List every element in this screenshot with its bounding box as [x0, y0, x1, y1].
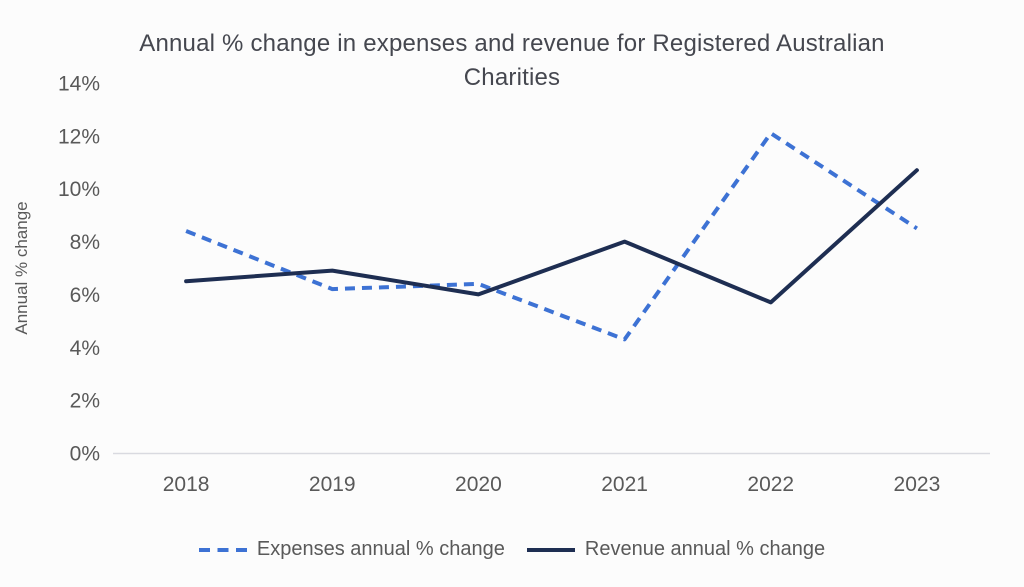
y-tick-label: 8%: [70, 231, 100, 254]
y-tick-label: 14%: [58, 73, 100, 96]
x-tick-label: 2019: [309, 473, 356, 496]
series-line-revenue: [184, 168, 919, 305]
y-tick-label: 12%: [58, 125, 100, 148]
legend-swatch-revenue: [526, 547, 575, 552]
y-tick-label: 0%: [70, 443, 100, 466]
legend-label-expenses: Expenses annual % change: [256, 538, 505, 560]
legend-label-revenue: Revenue annual % change: [584, 538, 826, 560]
chart-title: Annual % change in expenses and revenue …: [139, 30, 885, 91]
x-tick-label: 2021: [601, 473, 648, 496]
y-tick-label: 4%: [70, 337, 100, 360]
series-line-expenses: [185, 131, 918, 342]
x-tick-label: 2018: [163, 473, 210, 496]
y-tick-label: 6%: [70, 284, 100, 307]
x-tick-label: 2023: [894, 473, 941, 496]
y-axis-title: Annual % change: [12, 201, 31, 334]
legend-swatch-expenses: [198, 547, 247, 552]
legend: Expenses annual % change Revenue annual %…: [0, 538, 1024, 561]
x-tick-label: 2020: [455, 473, 502, 496]
x-tick-label: 2022: [747, 473, 794, 496]
legend-item-revenue: Revenue annual % change: [526, 538, 826, 561]
y-tick-label: 2%: [70, 390, 100, 413]
legend-item-expenses: Expenses annual % change: [198, 538, 505, 561]
y-tick-label: 10%: [58, 178, 100, 201]
